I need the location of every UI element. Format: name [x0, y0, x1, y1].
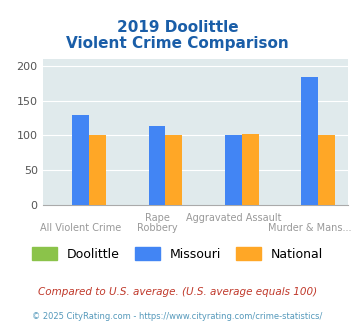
Text: 2019 Doolittle: 2019 Doolittle	[117, 20, 238, 35]
Bar	[242, 134, 258, 205]
Legend: Doolittle, Missouri, National: Doolittle, Missouri, National	[27, 242, 328, 266]
Text: Robbery: Robbery	[137, 223, 178, 233]
Bar	[301, 77, 318, 205]
Text: Violent Crime Comparison: Violent Crime Comparison	[66, 36, 289, 51]
Bar	[149, 126, 165, 205]
Bar	[72, 115, 89, 205]
Text: Rape: Rape	[144, 213, 170, 223]
Bar	[318, 135, 335, 205]
Text: © 2025 CityRating.com - https://www.cityrating.com/crime-statistics/: © 2025 CityRating.com - https://www.city…	[32, 312, 323, 321]
Text: Aggravated Assault: Aggravated Assault	[186, 213, 281, 223]
Text: All Violent Crime: All Violent Crime	[40, 223, 121, 233]
Text: Compared to U.S. average. (U.S. average equals 100): Compared to U.S. average. (U.S. average …	[38, 287, 317, 297]
Bar	[165, 135, 182, 205]
Text: Murder & Mans...: Murder & Mans...	[268, 223, 351, 233]
Bar	[89, 135, 106, 205]
Bar	[225, 135, 242, 205]
